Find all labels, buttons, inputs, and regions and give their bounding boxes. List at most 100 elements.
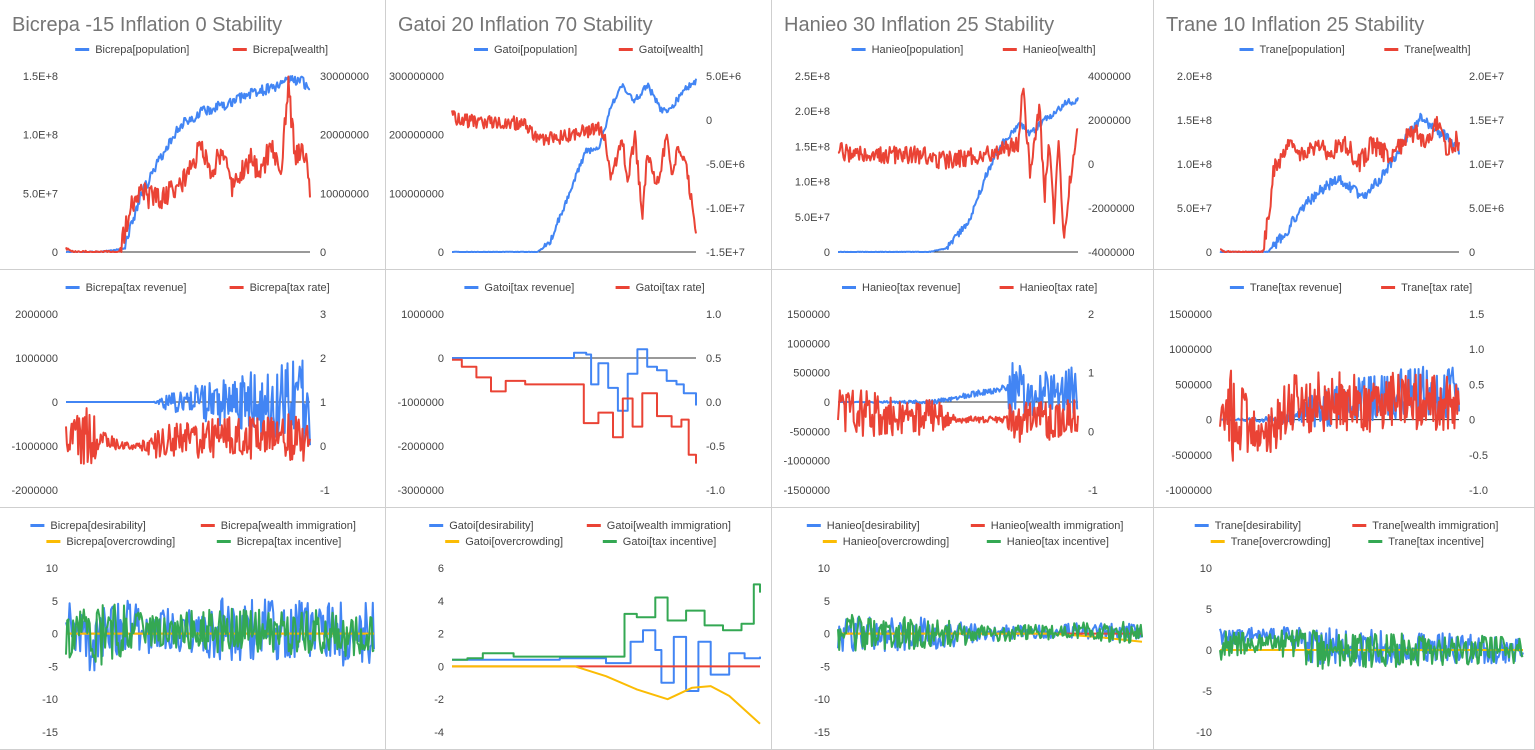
legend-item[interactable]: Hanieo[population] — [851, 44, 964, 56]
y-tick-label: 0 — [1206, 645, 1212, 657]
legend-swatch — [986, 540, 1001, 543]
legend-item[interactable]: Trane[desirability] — [1194, 520, 1301, 532]
chart-svg: Trane 10 Inflation 25 Stability Trane[pop… — [1166, 14, 1504, 259]
y2-tick-label: 0.5 — [1469, 379, 1484, 391]
chart-panel: Hanieo 30 Inflation 25 Stability Hanieo[p… — [772, 0, 1154, 270]
chart-svg: Gatoi[tax revenue] Gatoi[tax rate] 1000000… — [398, 282, 725, 497]
legend-swatch — [999, 286, 1014, 289]
chart-panel: Trane[tax revenue] Trane[tax rate] 1500000… — [1154, 270, 1535, 508]
y-tick-label: -5 — [820, 661, 830, 673]
legend-item[interactable]: Hanieo[tax rate] — [999, 282, 1098, 294]
y2-tick-label: 0 — [1469, 415, 1475, 427]
legend-item[interactable]: Bicrepa[population] — [75, 44, 189, 56]
legend-item[interactable]: Gatoi[wealth immigration] — [586, 520, 731, 532]
series-line — [837, 613, 1143, 652]
y2-tick-label: -5.0E+6 — [706, 159, 745, 171]
legend-item[interactable]: Trane[population] — [1239, 44, 1345, 56]
chart-svg: Bicrepa[tax revenue] Bicrepa[tax rate] 200… — [12, 282, 330, 497]
legend-item[interactable]: Bicrepa[tax incentive] — [216, 536, 342, 548]
y2-tick-label: 2 — [1088, 309, 1094, 321]
y-tick-label: -15 — [814, 727, 830, 739]
legend-item[interactable]: Trane[overcrowding] — [1210, 536, 1331, 548]
legend-label: Hanieo[tax rate] — [1020, 282, 1098, 294]
legend-swatch — [970, 524, 985, 527]
y-tick-label: 0 — [1206, 415, 1212, 427]
series-line — [65, 603, 375, 666]
y-tick-label: 0 — [438, 353, 444, 365]
y-tick-label: 2.0E+8 — [1177, 71, 1212, 83]
legend-swatch — [232, 48, 247, 51]
legend-item[interactable]: Gatoi[overcrowding] — [445, 536, 563, 548]
legend-item[interactable]: Gatoi[tax rate] — [615, 282, 705, 294]
y-tick-label: 200000000 — [389, 130, 444, 142]
legend-swatch — [1352, 524, 1367, 527]
series-line — [451, 78, 697, 253]
y-tick-label: 2.5E+8 — [795, 71, 830, 83]
series-line — [837, 389, 1079, 443]
y-tick-label: -2000000 — [398, 441, 445, 453]
y-tick-label: 6 — [438, 563, 444, 575]
legend-item[interactable]: Hanieo[tax revenue] — [842, 282, 960, 294]
legend-swatch — [1002, 48, 1017, 51]
y-tick-label: 0 — [824, 247, 830, 259]
legend-item[interactable]: Gatoi[population] — [474, 44, 577, 56]
legend-item[interactable]: Trane[tax incentive] — [1368, 536, 1484, 548]
legend-swatch — [1239, 48, 1254, 51]
series-line — [65, 75, 311, 253]
legend-item[interactable]: Bicrepa[wealth immigration] — [200, 520, 356, 532]
legend-label: Gatoi[overcrowding] — [465, 536, 563, 548]
legend-item[interactable]: Gatoi[tax revenue] — [464, 282, 574, 294]
y-tick-label: -5 — [48, 661, 58, 673]
legend-item[interactable]: Hanieo[wealth immigration] — [970, 520, 1124, 532]
y2-tick-label: 0 — [706, 115, 712, 127]
y-tick-label: 2 — [438, 629, 444, 641]
y-tick-label: 10 — [1200, 563, 1212, 575]
legend-label: Hanieo[wealth immigration] — [991, 520, 1124, 532]
legend-item[interactable]: Trane[tax rate] — [1381, 282, 1472, 294]
legend-swatch — [1194, 524, 1209, 527]
legend-item[interactable]: Bicrepa[desirability] — [30, 520, 146, 532]
y2-tick-label: 2.0E+7 — [1469, 71, 1504, 83]
chart-svg: Trane[tax revenue] Trane[tax rate] 1500000… — [1166, 282, 1488, 497]
legend-label: Gatoi[desirability] — [449, 520, 533, 532]
legend-swatch — [851, 48, 866, 51]
chart-panel: Hanieo[tax revenue] Hanieo[tax rate] 15000… — [772, 270, 1154, 508]
legend-item[interactable]: Hanieo[overcrowding] — [822, 536, 949, 548]
legend-item[interactable]: Bicrepa[tax revenue] — [65, 282, 187, 294]
legend-item[interactable]: Bicrepa[tax rate] — [229, 282, 330, 294]
legend-item[interactable]: Bicrepa[overcrowding] — [46, 536, 175, 548]
legend-swatch — [1384, 48, 1399, 51]
legend-item[interactable]: Hanieo[tax incentive] — [986, 536, 1109, 548]
y2-tick-label: -1.0 — [1469, 485, 1488, 497]
y-tick-label: -1000000 — [12, 441, 59, 453]
legend-item[interactable]: Hanieo[desirability] — [806, 520, 920, 532]
legend-swatch — [842, 286, 856, 289]
series-line — [452, 629, 761, 692]
y-tick-label: 0 — [52, 247, 58, 259]
legend-swatch — [464, 286, 479, 289]
legend-item[interactable]: Trane[tax revenue] — [1229, 282, 1342, 294]
legend-swatch — [1368, 540, 1383, 543]
legend-item[interactable]: Gatoi[desirability] — [429, 520, 534, 532]
y-tick-label: 500000 — [793, 368, 830, 380]
y2-tick-label: 30000000 — [320, 71, 369, 83]
chart-svg: Bicrepa[desirability] Bicrepa[wealth immi… — [30, 520, 375, 739]
chart-panel: Gatoi[desirability] Gatoi[wealth immigrat… — [386, 508, 772, 750]
y2-tick-label: 1.0E+7 — [1469, 159, 1504, 171]
legend-swatch — [822, 540, 837, 543]
legend-item[interactable]: Bicrepa[wealth] — [232, 44, 328, 56]
chart-svg: Hanieo[desirability] Hanieo[wealth immigr… — [806, 520, 1143, 739]
y-tick-label: 2000000 — [15, 309, 58, 321]
legend-item[interactable]: Hanieo[wealth] — [1002, 44, 1096, 56]
legend-item[interactable]: Trane[wealth immigration] — [1352, 520, 1498, 532]
y2-tick-label: 2 — [320, 353, 326, 365]
legend-label: Trane[tax revenue] — [1250, 282, 1342, 294]
legend-label: Trane[tax rate] — [1401, 282, 1472, 294]
legend-swatch — [429, 524, 444, 527]
legend-item[interactable]: Gatoi[wealth] — [618, 44, 703, 56]
legend-item[interactable]: Gatoi[tax incentive] — [602, 536, 717, 548]
legend-item[interactable]: Trane[wealth] — [1384, 44, 1471, 56]
y-tick-label: 300000000 — [389, 71, 444, 83]
y-tick-label: 5 — [824, 596, 830, 608]
